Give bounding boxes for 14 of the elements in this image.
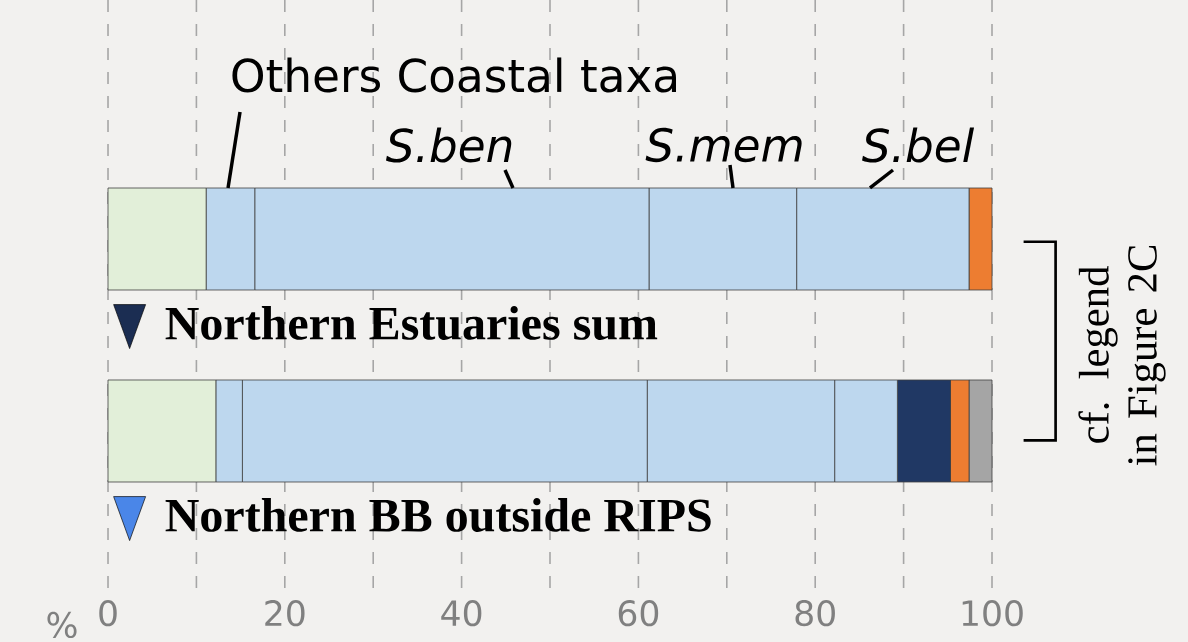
x-tick-label: 60 (618, 600, 659, 627)
x-tick-label: 100 (962, 600, 1023, 627)
x-axis-title: % (47, 611, 77, 639)
text: S.mem (645, 127, 802, 163)
text: Others Coastal taxa (232, 57, 676, 93)
x-tick-label: 20 (265, 600, 305, 627)
text: S.ben (385, 127, 512, 163)
y-tick-label: Northern BB outside RIPS (165, 498, 711, 532)
y-tick-label: Northern Estuaries sum (165, 306, 658, 340)
x-tick-label: 40 (441, 600, 482, 627)
text: cf. legend in Figure 2C (1078, 245, 1166, 466)
text: S.bel (862, 127, 975, 163)
x-tick-label: 0 (99, 600, 117, 627)
x-tick-label: 80 (795, 600, 835, 627)
